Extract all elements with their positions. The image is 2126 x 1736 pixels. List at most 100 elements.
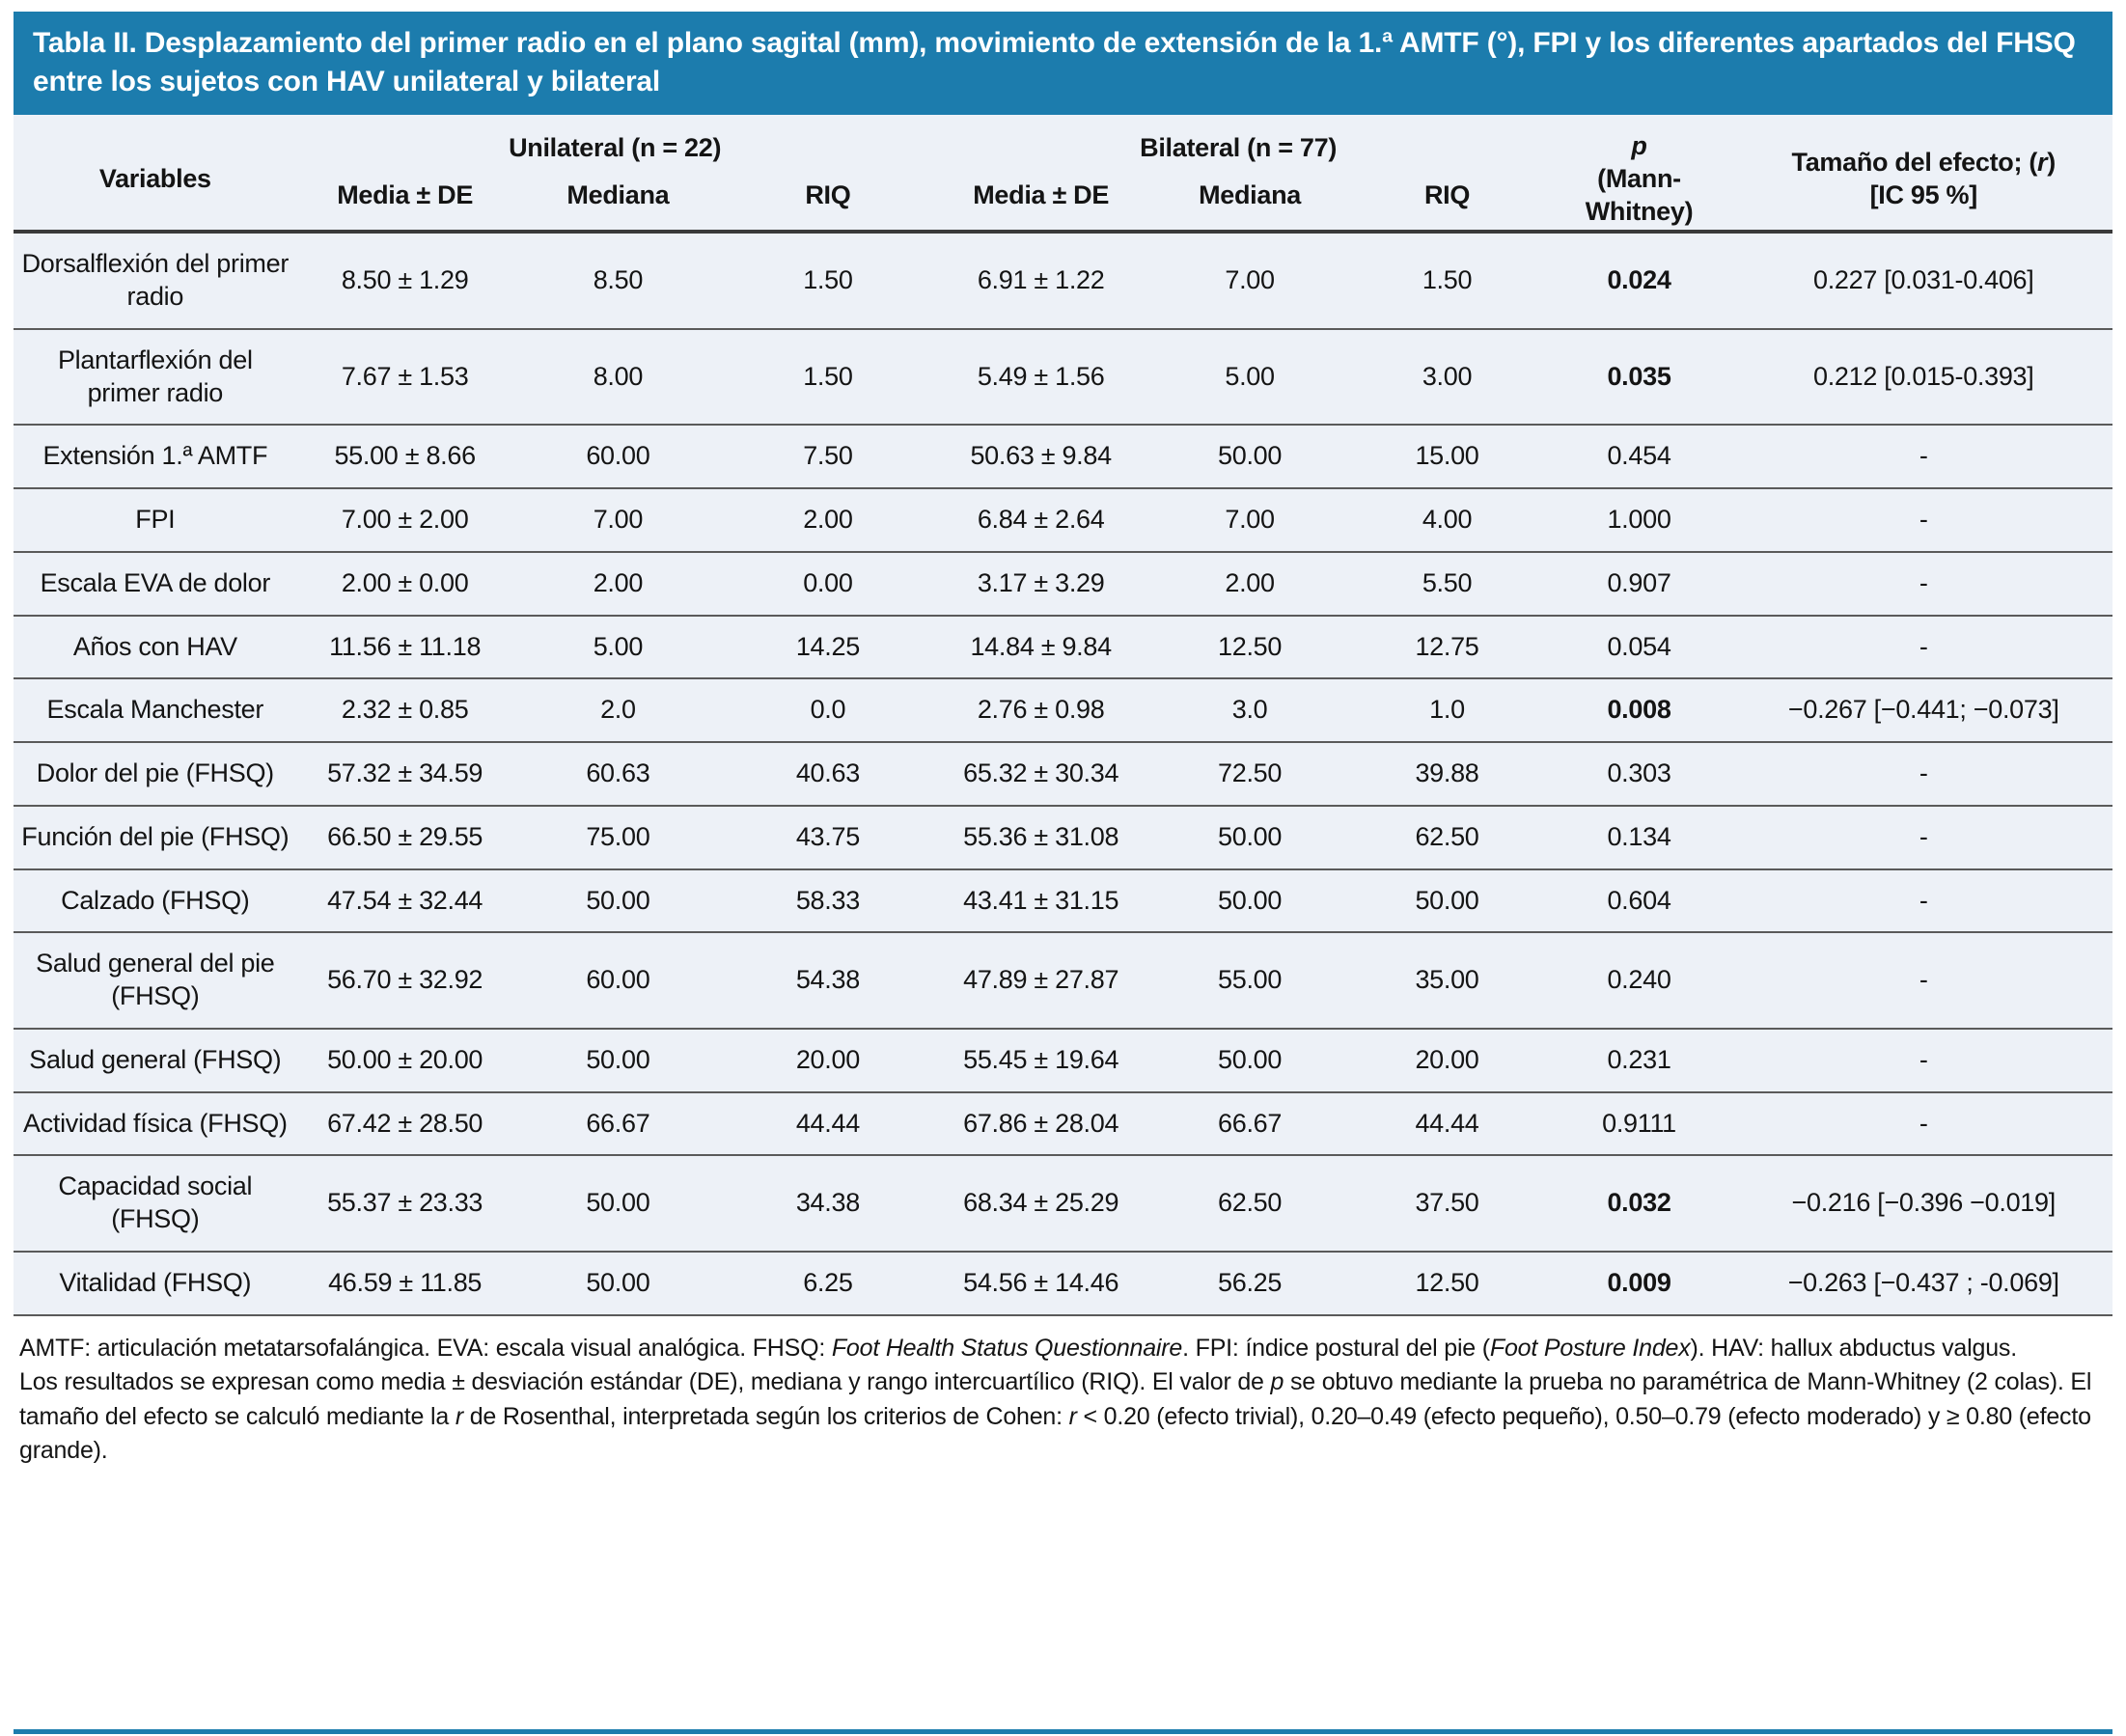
cell-effect-size: - — [1734, 868, 2112, 933]
cell-bil-media-de: 67.86 ± 28.04 — [932, 1090, 1149, 1156]
cell-variable: Calzado (FHSQ) — [14, 868, 297, 933]
cell-variable: Escala EVA de dolor — [14, 550, 297, 616]
cell-bil-media-de: 54.56 ± 14.46 — [932, 1250, 1149, 1316]
cell-uni-riq: 2.00 — [723, 487, 933, 552]
cell-uni-mediana: 66.67 — [512, 1090, 724, 1156]
cell-p-value: 0.9111 — [1543, 1090, 1735, 1156]
cell-uni-riq: 14.25 — [723, 614, 933, 679]
cell-bil-mediana: 12.50 — [1148, 614, 1351, 679]
cell-uni-mediana: 50.00 — [512, 1154, 724, 1252]
cell-bil-mediana: 5.00 — [1148, 327, 1351, 426]
cell-uni-media-de: 50.00 ± 20.00 — [296, 1027, 513, 1092]
cell-uni-mediana: 2.00 — [512, 550, 724, 616]
cell-effect-size: −0.216 [−0.396 −0.019] — [1734, 1154, 2112, 1252]
cell-effect-size: −0.263 [−0.437 ; -0.069] — [1734, 1250, 2112, 1316]
cell-variable: Vitalidad (FHSQ) — [14, 1250, 297, 1316]
cell-bil-riq: 15.00 — [1350, 424, 1544, 489]
cell-effect-size: - — [1734, 487, 2112, 552]
cell-variable: Capacidad social (FHSQ) — [14, 1154, 297, 1252]
cell-uni-media-de: 46.59 ± 11.85 — [296, 1250, 513, 1316]
cell-uni-riq: 1.50 — [803, 265, 853, 295]
table-row: Años con HAV 11.56 ± 11.18 5.00 14.25 14.84 … — [14, 614, 2112, 679]
cell-bil-media-de: 3.17 ± 3.29 — [932, 550, 1149, 616]
cell-effect-size: - — [1734, 424, 2112, 489]
cell-variable: Actividad física (FHSQ) — [14, 1090, 297, 1156]
cell-bil-media-de: 14.84 ± 9.84 — [932, 614, 1149, 679]
cell-variable: FPI — [14, 487, 297, 552]
cell-uni-mediana: 7.00 — [512, 487, 724, 552]
cell-p-value: 0.035 — [1543, 327, 1735, 426]
cell-uni-mediana: 50.00 — [512, 868, 724, 933]
cell-uni-riq: 54.38 — [723, 931, 933, 1029]
cell-effect-size: 0.227 [0.031-0.406] — [1812, 265, 2034, 295]
cell-uni-riq: 0.0 — [723, 677, 933, 743]
cell-variable: Función del pie (FHSQ) — [14, 804, 297, 869]
table-row: Capacidad social (FHSQ) 55.37 ± 23.33 50.0… — [14, 1154, 2112, 1252]
table-row: Dolor del pie (FHSQ) 57.32 ± 34.59 60.63 40… — [14, 741, 2112, 806]
cell-p-value: 0.024 — [1607, 265, 1671, 295]
cell-uni-media-de: 7.67 ± 1.53 — [296, 327, 513, 426]
cell-bil-riq: 44.44 — [1350, 1090, 1544, 1156]
cell-p-value: 0.231 — [1543, 1027, 1735, 1092]
cell-uni-riq: 7.50 — [723, 424, 933, 489]
cell-uni-riq: 1.50 — [723, 327, 933, 426]
cell-p-value: 0.054 — [1543, 614, 1735, 679]
cell-uni-mediana: 75.00 — [512, 804, 724, 869]
header-group-unilateral: Unilateral (n = 22) — [509, 133, 722, 163]
cell-bil-mediana: 72.50 — [1148, 741, 1351, 806]
cell-bil-riq: 5.50 — [1350, 550, 1544, 616]
header-bil-mediana: Mediana — [1199, 180, 1302, 210]
cell-variable: Salud general (FHSQ) — [14, 1027, 297, 1092]
table-row: Actividad física (FHSQ) 67.42 ± 28.50 66.6… — [14, 1090, 2112, 1156]
cell-effect-size: - — [1734, 741, 2112, 806]
cell-bil-mediana: 3.0 — [1148, 677, 1351, 743]
cell-bil-mediana: 2.00 — [1148, 550, 1351, 616]
cell-bil-mediana: 50.00 — [1148, 1027, 1351, 1092]
cell-bil-media-de: 68.34 ± 25.29 — [932, 1154, 1149, 1252]
cell-bil-riq: 39.88 — [1350, 741, 1544, 806]
cell-bil-media-de: 65.32 ± 30.34 — [932, 741, 1149, 806]
cell-uni-mediana: 5.00 — [512, 614, 724, 679]
cell-uni-mediana: 8.00 — [512, 327, 724, 426]
cell-effect-size: - — [1734, 804, 2112, 869]
cell-bil-media-de: 6.84 ± 2.64 — [932, 487, 1149, 552]
cell-uni-media-de: 8.50 ± 1.29 — [341, 265, 469, 295]
cell-bil-riq: 37.50 — [1350, 1154, 1544, 1252]
table-row: Plantarflexión del primer radio 7.67 ± 1.… — [14, 327, 2112, 426]
results-table: Variables Unilateral (n = 22) Bilateral … — [14, 115, 2112, 1316]
cell-bil-mediana: 50.00 — [1148, 804, 1351, 869]
cell-effect-size: - — [1734, 550, 2112, 616]
cell-effect-size: −0.267 [−0.441; −0.073] — [1734, 677, 2112, 743]
header-p-mann-whitney: p (Mann-Whitney) — [1585, 131, 1694, 226]
cell-variable: Dolor del pie (FHSQ) — [14, 741, 297, 806]
cell-bil-mediana: 50.00 — [1148, 424, 1351, 489]
cell-uni-media-de: 2.00 ± 0.00 — [296, 550, 513, 616]
cell-bil-riq: 1.0 — [1350, 677, 1544, 743]
cell-bil-mediana: 56.25 — [1148, 1250, 1351, 1316]
cell-uni-riq: 20.00 — [723, 1027, 933, 1092]
header-bil-riq: RIQ — [1423, 180, 1471, 210]
header-uni-mediana: Mediana — [566, 180, 670, 210]
cell-uni-riq: 43.75 — [723, 804, 933, 869]
cell-uni-riq: 0.00 — [723, 550, 933, 616]
cell-uni-riq: 58.33 — [723, 868, 933, 933]
cell-bil-riq: 62.50 — [1350, 804, 1544, 869]
cell-variable: Extensión 1.ª AMTF — [14, 424, 297, 489]
footnote-abbreviations: AMTF: articulación metatarsofalángica. E… — [19, 1334, 2017, 1362]
cell-uni-mediana: 8.50 — [593, 265, 644, 295]
cell-variable: Escala Manchester — [14, 677, 297, 743]
cell-p-value: 0.032 — [1543, 1154, 1735, 1252]
header-group-bilateral: Bilateral (n = 77) — [1140, 133, 1338, 163]
cell-effect-size: - — [1734, 931, 2112, 1029]
cell-bil-riq: 20.00 — [1350, 1027, 1544, 1092]
table-row: Función del pie (FHSQ) 66.50 ± 29.55 75.00… — [14, 804, 2112, 869]
table-row: Salud general (FHSQ) 50.00 ± 20.00 50.00 20… — [14, 1027, 2112, 1092]
cell-uni-media-de: 47.54 ± 32.44 — [296, 868, 513, 933]
table-row: Vitalidad (FHSQ) 46.59 ± 11.85 50.00 6.25 54… — [14, 1250, 2112, 1316]
table-title: Tabla II. Desplazamiento del primer radi… — [14, 12, 2112, 116]
cell-uni-riq: 6.25 — [723, 1250, 933, 1316]
table-header: Variables Unilateral (n = 22) Bilateral … — [14, 115, 2112, 233]
cell-variable: Dorsalflexión del primer radio — [21, 249, 290, 312]
cell-effect-size: 0.212 [0.015-0.393] — [1734, 327, 2112, 426]
